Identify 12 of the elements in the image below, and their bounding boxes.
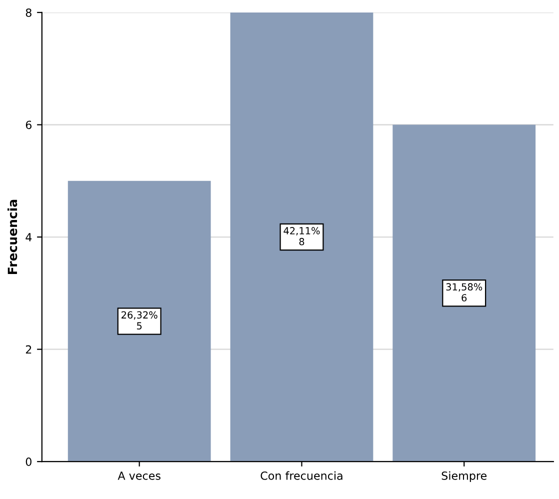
x-tick-label: Con frecuencia: [260, 471, 342, 480]
y-tick-label: 4: [26, 233, 32, 242]
y-axis-title: Frecuencia: [7, 200, 18, 274]
y-tick-label: 2: [26, 345, 32, 354]
y-tick-label: 0: [26, 458, 32, 466]
data-label: 26,32% 5: [122, 311, 158, 330]
x-tick-label: Siempre: [442, 471, 487, 482]
y-tick-label: 8: [26, 8, 32, 17]
x-tick-label: A veces: [118, 472, 160, 480]
data-label: 42,11% 8: [284, 227, 320, 246]
data-label: 31,58% 6: [446, 283, 482, 302]
y-tick-label: 6: [26, 120, 32, 130]
